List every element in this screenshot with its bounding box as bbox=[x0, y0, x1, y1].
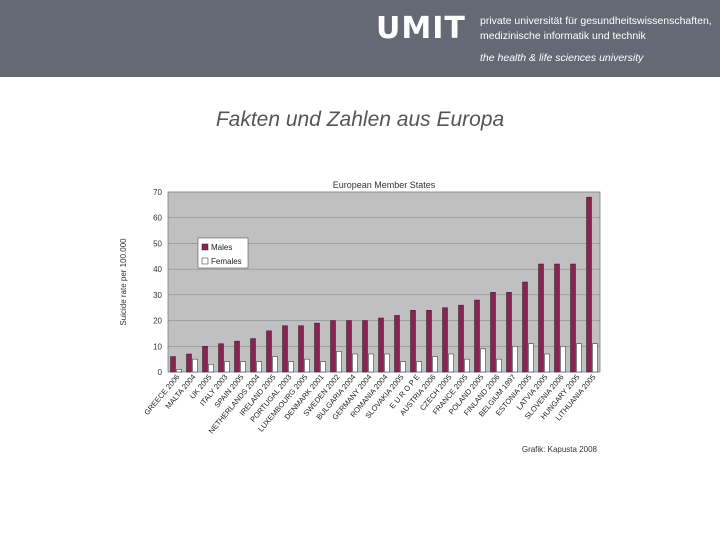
bar-males bbox=[490, 292, 496, 373]
y-axis-label: Suicide rate per 100.000 bbox=[119, 238, 128, 326]
bar-males bbox=[298, 325, 304, 373]
bar-males bbox=[442, 307, 448, 373]
bar-females bbox=[272, 356, 278, 373]
bar-males bbox=[314, 322, 320, 373]
bar-males bbox=[522, 281, 528, 373]
bar-males bbox=[170, 356, 176, 373]
bar-females bbox=[480, 348, 486, 373]
chart-source: Grafik: Kapusta 2008 bbox=[522, 445, 598, 454]
bar-females bbox=[448, 353, 454, 373]
bar-males bbox=[266, 330, 272, 373]
bar-males bbox=[218, 343, 224, 373]
bar-females bbox=[544, 353, 550, 373]
suicide-rate-chart: European Member States 0 10 20 30 40 50 60 70 Sui… bbox=[119, 180, 601, 454]
y-tick-label: 60 bbox=[153, 214, 162, 223]
umit-logo: UMIT bbox=[376, 11, 466, 46]
bar-males bbox=[378, 317, 384, 373]
y-tick-label: 50 bbox=[153, 239, 162, 248]
bar-males bbox=[234, 340, 240, 373]
bar-females bbox=[512, 346, 518, 373]
bar-females bbox=[288, 361, 294, 373]
bar-males bbox=[250, 338, 256, 373]
bar-females bbox=[416, 361, 422, 373]
bar-males bbox=[538, 263, 544, 373]
bar-males bbox=[186, 353, 192, 373]
bar-females bbox=[528, 343, 534, 373]
legend-label: Females bbox=[211, 257, 242, 266]
bar-females bbox=[464, 358, 470, 373]
bar-males bbox=[506, 292, 512, 373]
bar-females bbox=[256, 361, 262, 373]
plot-area bbox=[167, 191, 601, 373]
header-banner: UMIT private universität für gesundheits… bbox=[0, 0, 720, 77]
bar-males bbox=[410, 310, 416, 373]
y-tick-label: 0 bbox=[158, 368, 163, 377]
tagline-university: private universität für gesundheitswisse… bbox=[480, 15, 712, 27]
bar-males bbox=[426, 310, 432, 373]
bar-males bbox=[346, 320, 352, 373]
y-tick-label: 40 bbox=[153, 265, 162, 274]
bar-females bbox=[224, 361, 230, 373]
bar-females bbox=[352, 353, 358, 373]
bar-males bbox=[554, 263, 560, 373]
bar-females bbox=[400, 361, 406, 373]
bar-males bbox=[458, 304, 464, 373]
y-tick-label: 30 bbox=[153, 291, 162, 300]
slide-title: Fakten und Zahlen aus Europa bbox=[215, 108, 505, 131]
bar-females bbox=[432, 356, 438, 373]
tagline-slogan: the health & life sciences university bbox=[480, 52, 644, 64]
y-tick-label: 70 bbox=[153, 188, 162, 197]
bar-females bbox=[208, 364, 214, 373]
bar-females bbox=[384, 353, 390, 373]
bar-females bbox=[176, 369, 182, 373]
bar-males bbox=[474, 299, 480, 373]
bar-females bbox=[496, 358, 502, 373]
bar-males bbox=[394, 315, 400, 373]
chart-title: European Member States bbox=[333, 180, 436, 190]
bar-males bbox=[282, 325, 288, 373]
bar-males bbox=[330, 320, 336, 373]
y-tick-label: 10 bbox=[153, 342, 162, 351]
bar-females bbox=[240, 361, 246, 373]
legend-swatch bbox=[201, 257, 209, 265]
bar-females bbox=[560, 346, 566, 373]
bar-females bbox=[304, 358, 310, 373]
bar-females bbox=[336, 351, 342, 373]
bar-males bbox=[570, 263, 576, 373]
legend-label: Males bbox=[211, 243, 232, 252]
bar-females bbox=[192, 358, 198, 373]
bar-females bbox=[320, 361, 326, 373]
bar-females bbox=[368, 353, 374, 373]
bar-females bbox=[576, 343, 582, 373]
bar-females bbox=[592, 343, 598, 373]
legend-swatch bbox=[201, 243, 209, 251]
bar-males bbox=[202, 346, 208, 373]
tagline-informatics: medizinische informatik und technik bbox=[480, 30, 646, 42]
y-tick-label: 20 bbox=[153, 317, 162, 326]
bar-males bbox=[586, 196, 592, 373]
bar-males bbox=[362, 320, 368, 373]
